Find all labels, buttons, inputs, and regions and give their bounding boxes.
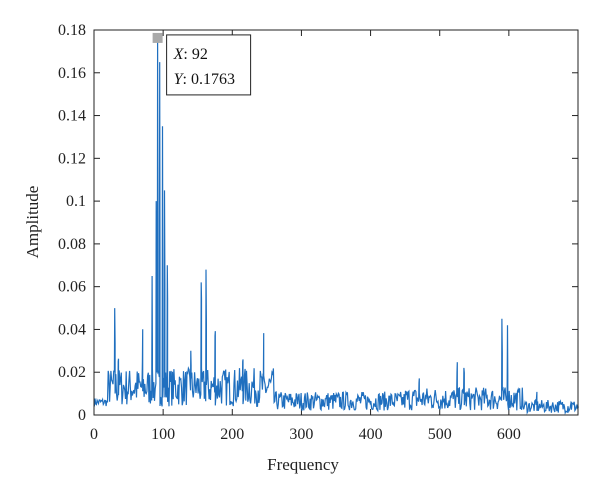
y-tick-label: 0.06 [58,279,86,296]
x-axis-ticks: 0 100 200 300 400 500 600 [90,30,521,443]
y-tick-label: 0.16 [58,65,86,82]
x-tick-label: 100 [151,426,175,443]
x-axis-title: Frequency [267,455,339,474]
y-tick-label: 0.04 [58,321,86,338]
y-tick-label: 0.18 [58,22,86,39]
y-tick-label: 0.08 [58,236,86,253]
y-tick-label: 0.14 [58,108,86,125]
y-tick-label: 0.12 [58,150,86,167]
y-axis-ticks: 0 0.02 0.04 0.06 0.08 0.1 0.12 0.14 0.16 0.18 [58,22,578,424]
x-tick-label: 200 [220,426,244,443]
x-tick-label: 600 [497,426,521,443]
datatip-y-readout: Y: 0.1763 [174,71,235,88]
y-tick-label: 0.02 [58,364,86,381]
y-tick-label: 0 [78,407,86,424]
x-tick-label: 400 [359,426,383,443]
series-line [93,37,579,415]
y-axis-title: Amplitude [23,186,42,259]
x-tick-label: 300 [289,426,313,443]
y-tick-label: 0.1 [66,193,86,210]
datatip[interactable]: X: 92 Y: 0.1763 [166,34,252,96]
plot-frame [93,29,579,416]
x-tick-label: 0 [90,426,98,443]
datatip-x-readout: X: 92 [173,46,208,63]
datatip-marker[interactable] [152,32,163,43]
x-tick-label: 500 [428,426,452,443]
datatip-box [166,34,252,96]
